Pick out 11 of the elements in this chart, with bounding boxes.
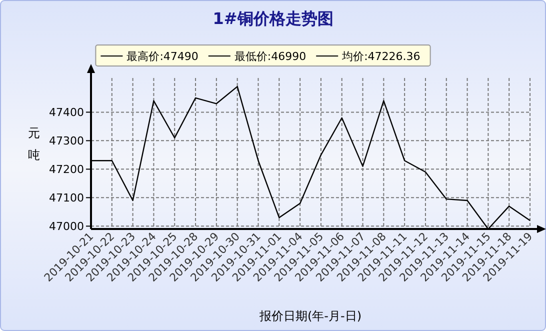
text: 最高价:47490	[126, 50, 198, 63]
x-axis-title: 报价日期(年-月-日)	[258, 309, 362, 323]
chart-title: 1#铜价格走势图	[212, 9, 334, 28]
text: 均价:47226.36	[341, 50, 420, 63]
y-tick-label: 47200	[49, 163, 84, 176]
y-tick-label: 47400	[49, 106, 84, 120]
y-axis-title: 元吨	[28, 126, 40, 162]
text: 最低价:46990	[234, 50, 306, 63]
y-tick-label: 47300	[49, 134, 84, 148]
y-tick-label: 47000	[49, 220, 84, 234]
y-tick-label: 47100	[49, 192, 84, 205]
